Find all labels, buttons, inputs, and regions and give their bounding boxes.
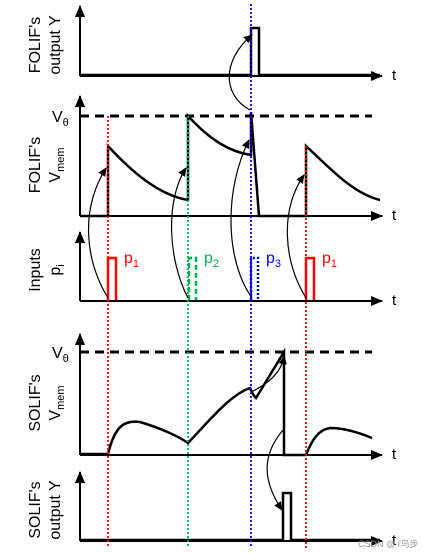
solif-output-label-line2: output Y (47, 480, 64, 540)
time-markers (107, 4, 307, 548)
folif-output-label-line1: FOLIF's (27, 17, 44, 73)
pulse-label-p2: p2 (204, 250, 219, 270)
folif-output-label-line2: output Y (47, 15, 64, 75)
pulse-p1-second (304, 256, 316, 300)
pulse-p2 (187, 256, 198, 300)
arrow-solif-fire-to-output (266, 429, 284, 511)
folif-vmem-label-line2: Vmem (47, 147, 67, 182)
arrow-folif-fire-to-output (228, 34, 253, 111)
solif-vmem-label-line1: SOLIF's (27, 374, 44, 431)
inputs-t-label: t (392, 292, 397, 309)
panel-solif-vmem: SOLIF's Vmem t Vθ (27, 333, 397, 463)
panel-folif-output: FOLIF's output Y t (27, 5, 397, 84)
folif-vmem-label-line1: FOLIF's (27, 137, 44, 193)
solif-vmem-threshold-label: Vθ (52, 345, 69, 365)
solif-vmem-label-line2: Vmem (47, 385, 67, 420)
panel-folif-vmem: FOLIF's Vmem t Vθ (27, 95, 397, 224)
pulse-label-p1-second: p1 (322, 250, 337, 270)
folif-vmem-trace (80, 111, 381, 218)
solif-output-t-label: t (392, 532, 397, 549)
inputs-label-line1: Inputs (27, 248, 44, 292)
arrow-p3-to-folif (230, 139, 253, 299)
watermark: CSDN @ ℓ鸟步 (358, 538, 419, 549)
pulse-label-p1-first: p1 (124, 250, 139, 270)
arrow-p1b-to-folif (286, 174, 307, 299)
folif-output-spike (80, 26, 380, 77)
solif-output-label-line1: SOLIF's (27, 481, 44, 538)
folif-vmem-t-label: t (392, 207, 397, 224)
arrow-p1-to-folif (87, 167, 109, 299)
causal-arrows (87, 34, 307, 511)
arrow-p3-to-solif (250, 355, 287, 393)
solif-vmem-trace (80, 347, 373, 457)
arrow-p2-to-folif (171, 167, 189, 299)
solif-output-spike (80, 491, 380, 542)
inputs-label-line2: pi (47, 264, 67, 275)
pulse-p3 (249, 256, 260, 300)
panel-solif-output: SOLIF's output Y t (27, 471, 397, 549)
solif-vmem-t-label: t (392, 446, 397, 463)
pulse-p1-first (106, 256, 118, 300)
pulse-label-p3: p3 (266, 250, 281, 270)
panel-inputs: Inputs pi t p1 p2 p3 p1 (27, 231, 397, 309)
folif-output-t-label: t (392, 67, 397, 84)
folif-vmem-threshold-label: Vθ (52, 109, 69, 129)
